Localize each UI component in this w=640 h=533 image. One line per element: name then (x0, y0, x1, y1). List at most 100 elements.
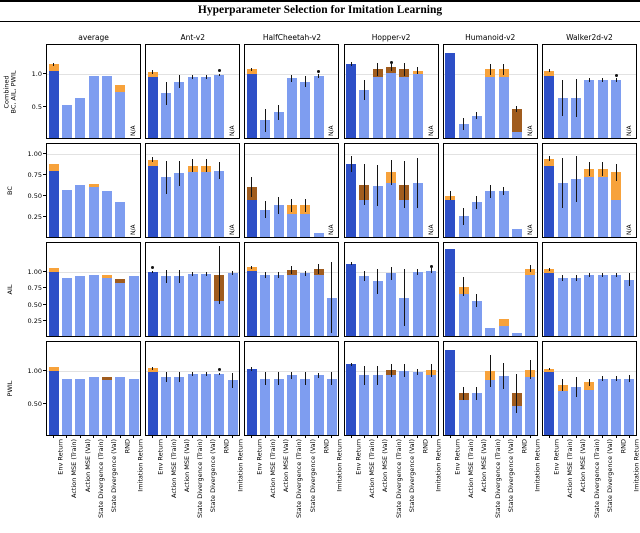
na-label: N/A (229, 224, 237, 235)
metric-bar (359, 89, 370, 138)
metric-bar (485, 191, 496, 237)
x-tick-mark (628, 436, 630, 438)
x-tick-label: RND (520, 439, 529, 454)
unit-gridline (245, 153, 339, 155)
x-tick-label: RND (322, 439, 331, 454)
metric-bar (286, 275, 297, 336)
error-bar (350, 363, 352, 366)
error-bar (350, 262, 352, 265)
env-return-bar (48, 70, 59, 138)
x-tick-mark (562, 436, 564, 438)
x-tick-label: State Divergence (Train) (394, 439, 403, 519)
error-bar (232, 372, 234, 389)
subplot-r0-c0: N/A (46, 44, 142, 139)
error-bar (562, 158, 564, 208)
error-bar (476, 386, 478, 400)
error-bar (304, 198, 306, 213)
metric-bar (313, 75, 324, 138)
error-bar (218, 73, 220, 77)
metric-bar (61, 189, 72, 237)
error-bar (363, 80, 365, 100)
na-label: N/A (229, 125, 237, 136)
metric-bar (571, 386, 582, 435)
x-tick-mark (350, 436, 352, 438)
x-tick-mark (119, 436, 121, 438)
orange-segment (147, 71, 158, 78)
error-bar (251, 68, 253, 71)
x-tick-label: RND (619, 439, 628, 454)
x-tick-mark (503, 436, 505, 438)
metric-bar (227, 273, 238, 336)
env-return-bar (544, 273, 555, 336)
y-tick-label: 0.75 (27, 284, 42, 293)
metric-bar (557, 183, 568, 237)
x-tick-mark (602, 436, 604, 438)
metric-bar (498, 376, 509, 435)
error-bar (489, 64, 491, 75)
unit-gridline (245, 370, 339, 372)
metric-bar (458, 399, 469, 435)
metric-bar (412, 183, 423, 237)
x-tick-label: Env Return (453, 439, 462, 475)
error-bar (628, 273, 630, 286)
error-bar (350, 155, 352, 173)
error-bar (476, 195, 478, 209)
error-bar (562, 275, 564, 282)
error-bar (588, 379, 590, 386)
error-bar (403, 62, 405, 76)
error-bar (516, 105, 518, 113)
unit-gridline (245, 73, 339, 75)
error-bar (503, 363, 505, 389)
metric-bar (571, 278, 582, 336)
error-bar (377, 62, 379, 76)
error-bar (331, 372, 333, 385)
na-label: N/A (625, 125, 633, 136)
error-bar (575, 377, 577, 397)
error-bar (278, 197, 280, 214)
metric-bar (557, 278, 568, 336)
subplot-r1-c2: N/A (244, 143, 340, 238)
metric-bar (187, 77, 198, 138)
y-tick-label: 0.50 (27, 192, 42, 201)
metric-bar (214, 170, 225, 237)
error-bar (463, 207, 465, 225)
y-tick-label: 0.5 (31, 102, 42, 111)
x-tick-mark (133, 436, 134, 438)
subplot-r3-c5 (541, 341, 637, 436)
outlier-dot (217, 69, 221, 73)
metric-bar (611, 80, 622, 138)
error-bar (165, 269, 167, 283)
error-bar (588, 78, 590, 83)
metric-bar (399, 199, 410, 237)
metric-bar (372, 77, 383, 138)
column-title: Walker2d-v2 (566, 33, 613, 42)
error-bar (403, 364, 405, 378)
x-tick-label: Action MSE (Train) (70, 439, 79, 498)
error-bar (390, 63, 392, 72)
subplot-r2-c3 (343, 242, 439, 337)
y-tick-label: 0.25 (27, 213, 42, 222)
metric-bar (399, 77, 410, 138)
x-tick-label: State Divergence (Train) (592, 439, 601, 519)
metric-bar (597, 275, 608, 336)
unit-gridline (47, 271, 141, 273)
metric-bar (359, 199, 370, 237)
unit-gridline (542, 73, 636, 75)
subplot-r2-c0 (46, 242, 142, 337)
error-bar (152, 367, 154, 370)
metric-bar (372, 375, 383, 435)
metric-bar (214, 374, 225, 435)
env-return-bar (147, 166, 158, 237)
metric-bar (128, 276, 139, 336)
metric-bar (597, 177, 608, 237)
env-return-bar (147, 77, 158, 138)
error-bar (192, 158, 194, 173)
subplot-r3-c0 (46, 341, 142, 436)
metric-bar (326, 378, 337, 435)
error-bar (278, 104, 280, 121)
metric-bar (624, 279, 635, 336)
metric-bar (412, 372, 423, 435)
y-tick-mark (43, 303, 46, 305)
subplot-r0-c5: N/A (541, 44, 637, 139)
x-tick-mark (178, 436, 180, 438)
